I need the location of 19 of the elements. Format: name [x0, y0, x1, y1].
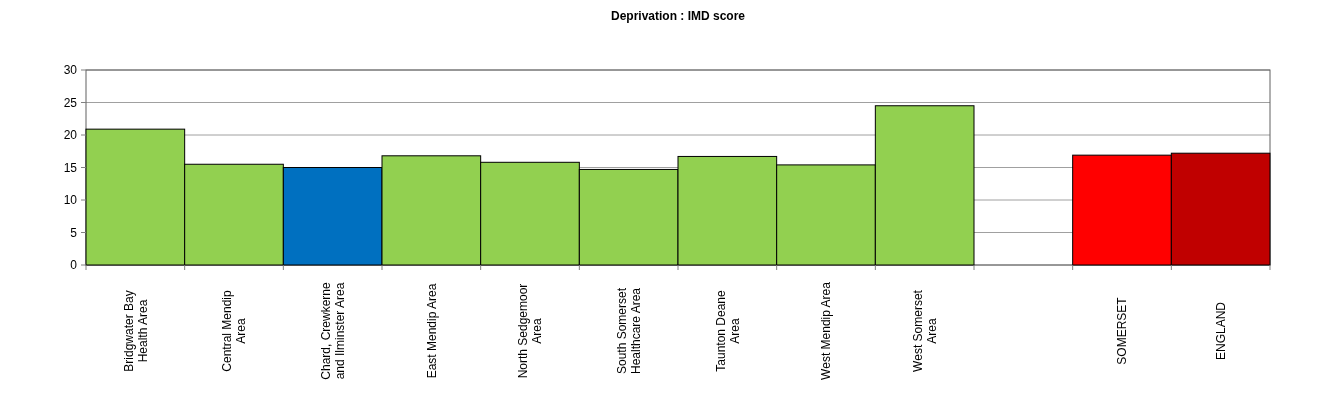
x-tick-label: Bridgwater Bay Health Area	[121, 290, 150, 372]
x-tick-label: West Mendip Area	[819, 281, 834, 380]
x-tick-label: West Somerset Area	[910, 289, 939, 372]
x-tick-label: South Somerset Healthcare Area	[614, 287, 643, 375]
y-tick-label: 10	[63, 193, 78, 208]
y-tick-label: 0	[70, 258, 78, 273]
y-tick-label: 15	[63, 160, 78, 175]
y-tick-label: 5	[70, 225, 78, 240]
y-tick-label: 25	[63, 95, 78, 110]
x-tick-label: North Sedgemoor Area	[516, 283, 545, 379]
x-tick-label: SOMERSET	[1115, 296, 1130, 365]
y-tick-label: 30	[63, 63, 78, 78]
x-tick-label: Taunton Deane Area	[713, 289, 742, 372]
y-tick-label: 20	[63, 128, 78, 143]
x-tick-label: Central Mendip Area	[220, 289, 249, 372]
x-tick-label: Chard, Crewkerne and Ilminster Area	[318, 281, 347, 380]
chart-title: Deprivation : IMD score	[610, 9, 746, 23]
x-tick-label: ENGLAND	[1213, 301, 1228, 361]
x-tick-label: East Mendip Area	[424, 283, 439, 379]
